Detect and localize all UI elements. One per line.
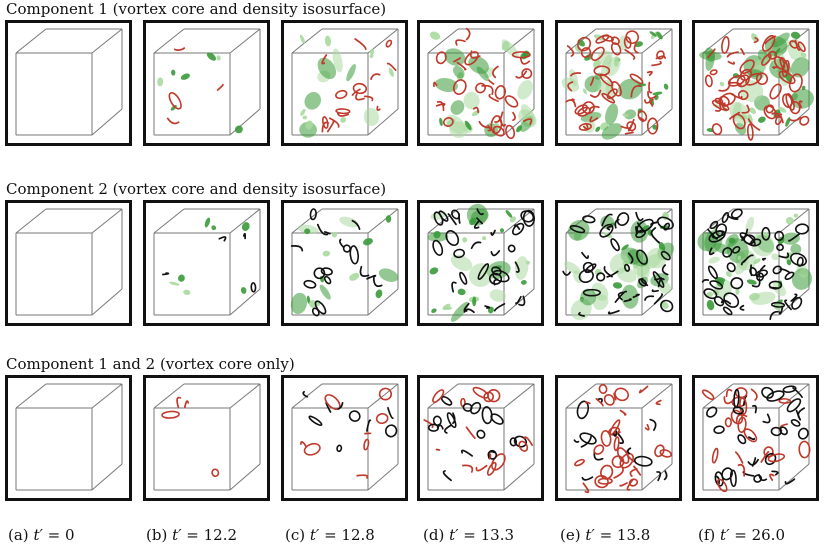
panel-plot (561, 28, 673, 140)
caption-b: (b) t′ = 12.2 (146, 526, 238, 544)
caption-a: (a) t′ = 0 (8, 526, 75, 544)
row-title-component-2: Component 2 (vortex core and density iso… (6, 180, 387, 198)
panel-row1-d (417, 20, 544, 146)
vortex-cores (166, 47, 224, 125)
cube-wireframe (153, 208, 261, 316)
cube-wireframe (153, 28, 261, 136)
panel-row1-b (143, 20, 270, 146)
vortex-cores (704, 34, 810, 141)
vortex-cores (565, 30, 666, 135)
cube-wireframe (15, 28, 123, 136)
density-isosurface (299, 34, 394, 138)
caption-f: (f) t′ = 26.0 (698, 526, 785, 544)
panel-row2-d (417, 200, 544, 326)
row-title-component-1: Component 1 (vortex core and density iso… (6, 0, 387, 18)
cube-wireframe (15, 208, 123, 316)
cube-wireframe (291, 383, 399, 491)
panel-plot (427, 203, 535, 322)
vortex-cores (701, 385, 811, 493)
vortex-cores (432, 208, 535, 314)
vortex-cores (290, 208, 383, 317)
vortex-cores (423, 386, 534, 482)
panel-row1-f (692, 20, 819, 146)
panel-plot (153, 28, 261, 136)
density-isosurface (564, 211, 674, 320)
panel-row1-e (555, 20, 682, 146)
panel-row1-a (5, 20, 132, 146)
panel-plot (699, 28, 814, 141)
vortex-cores (162, 232, 257, 293)
panel-row1-c (281, 20, 408, 146)
panel-plot (15, 28, 123, 136)
vortex-cores (300, 387, 398, 479)
panel-row3-c (281, 375, 408, 501)
panel-plot (562, 208, 674, 320)
panel-row3-d (417, 375, 544, 501)
density-isosurface (157, 52, 243, 134)
panel-row2-e (555, 200, 682, 326)
cube-wireframe (702, 383, 810, 491)
row-title-both-components: Component 1 and 2 (vortex core only) (6, 355, 295, 373)
panel-row3-e (555, 375, 682, 501)
panel-row2-f (692, 200, 819, 326)
panel-row3-b (143, 375, 270, 501)
density-isosurface (290, 215, 399, 315)
panel-row2-b (143, 200, 270, 326)
panel-plot (15, 208, 123, 316)
panel-row3-f (692, 375, 819, 501)
panel-plot (697, 208, 812, 321)
panel-plot (427, 27, 537, 140)
panel-plot (565, 383, 673, 494)
panel-row3-a (5, 375, 132, 501)
vortex-cores (161, 396, 220, 478)
panel-plot (291, 383, 399, 491)
vortex-cores (562, 211, 674, 317)
panel-plot (15, 383, 123, 491)
panel-plot (290, 208, 399, 317)
panel-plot (153, 383, 261, 491)
panel-row2-a (5, 200, 132, 326)
cube-wireframe (153, 383, 261, 491)
vortex-cores (573, 383, 673, 494)
vortex-cores (433, 27, 533, 140)
panel-plot (701, 383, 811, 493)
caption-c: (c) t′ = 12.8 (285, 526, 375, 544)
caption-d: (d) t′ = 13.3 (423, 526, 515, 544)
vortex-cores (701, 208, 810, 321)
density-isosurface (169, 217, 250, 295)
panel-plot (423, 383, 535, 491)
panel-row2-c (281, 200, 408, 326)
panel-plot (291, 28, 399, 138)
caption-e: (e) t′ = 13.8 (560, 526, 651, 544)
vortex-cores (321, 38, 397, 133)
panel-plot (153, 208, 261, 316)
cube-wireframe (15, 383, 123, 491)
